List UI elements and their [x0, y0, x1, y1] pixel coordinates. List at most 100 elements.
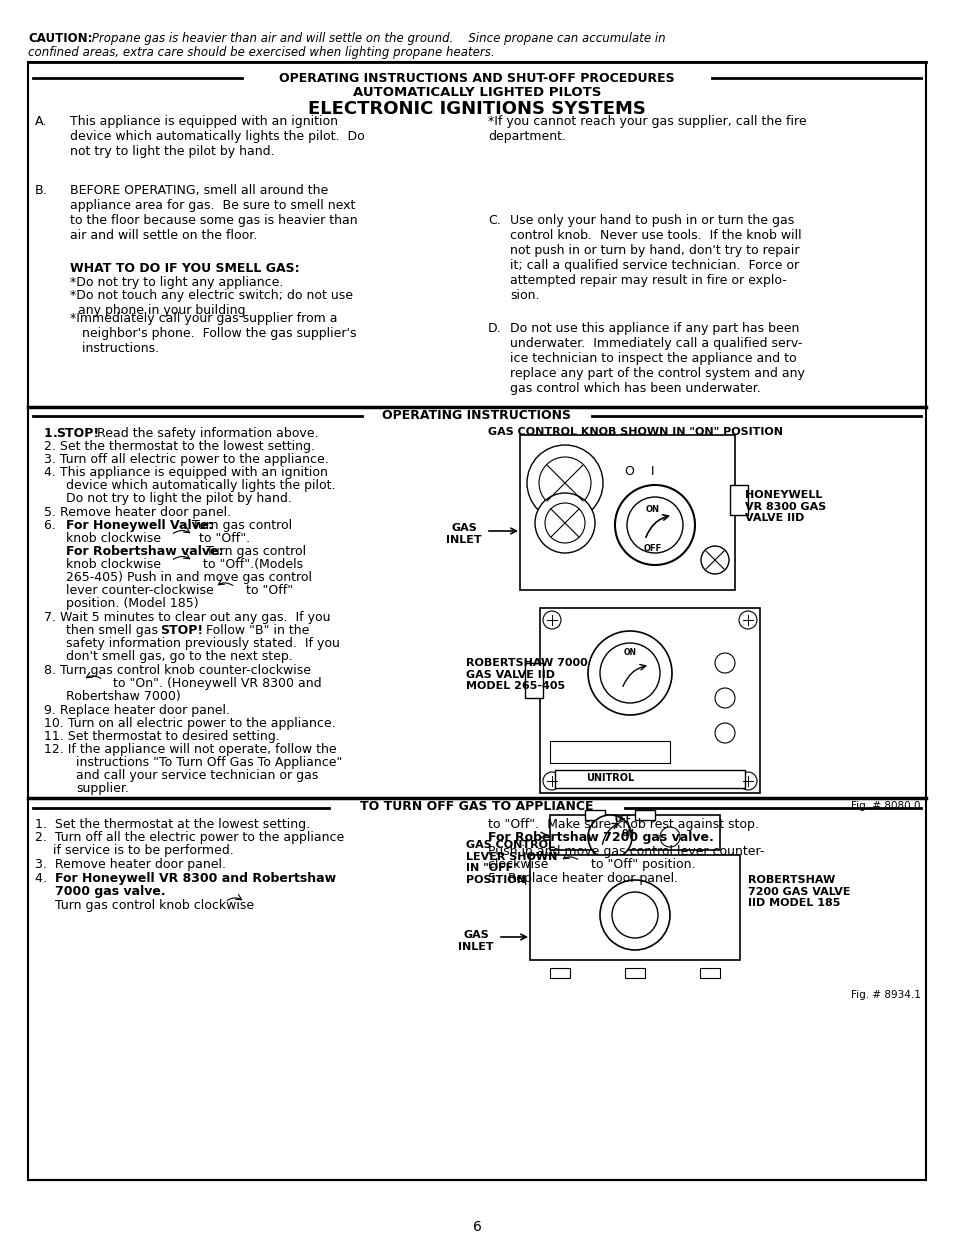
Text: Read the safety information above.: Read the safety information above. [92, 427, 318, 440]
Text: Do not use this appliance if any part has been
underwater.  Immediately call a q: Do not use this appliance if any part ha… [510, 322, 804, 395]
Text: to "Off": to "Off" [237, 584, 293, 597]
Text: instructions "To Turn Off Gas To Appliance": instructions "To Turn Off Gas To Applian… [76, 756, 342, 769]
Circle shape [535, 493, 595, 553]
Text: ELECTRONIC IGNITIONS SYSTEMS: ELECTRONIC IGNITIONS SYSTEMS [308, 100, 645, 119]
Text: to "Off".(Models: to "Off".(Models [194, 558, 303, 571]
Bar [555, 769, 744, 788]
Text: 4.: 4. [35, 872, 55, 885]
Text: lever counter-clockwise: lever counter-clockwise [66, 584, 217, 597]
Circle shape [615, 485, 695, 564]
Text: Push in and move gas control lever counter-: Push in and move gas control lever count… [488, 845, 763, 858]
Text: STOP!: STOP! [56, 427, 99, 440]
Circle shape [739, 611, 757, 629]
Text: and call your service technician or gas: and call your service technician or gas [76, 769, 318, 782]
Text: if service is to be performed.: if service is to be performed. [53, 844, 233, 857]
Text: 2.  Turn off all the electric power to the appliance: 2. Turn off all the electric power to th… [35, 831, 344, 844]
Text: *If you cannot reach your gas supplier, call the fire
department.: *If you cannot reach your gas supplier, … [488, 115, 806, 143]
Text: CAUTION:: CAUTION: [28, 32, 92, 44]
Text: 1: 1 [44, 427, 52, 440]
Text: ON: ON [621, 829, 635, 839]
Text: confined areas, extra care should be exercised when lighting propane heaters.: confined areas, extra care should be exe… [28, 46, 494, 59]
Text: device which automatically lights the pilot.: device which automatically lights the pi… [66, 479, 335, 492]
Text: 2. Set the thermostat to the lowest setting.: 2. Set the thermostat to the lowest sett… [44, 440, 314, 453]
Text: Do not try to light the pilot by hand.: Do not try to light the pilot by hand. [66, 492, 292, 505]
Text: to "Off" position.: to "Off" position. [582, 858, 695, 871]
Text: WHAT TO DO IF YOU SMELL GAS:: WHAT TO DO IF YOU SMELL GAS: [70, 262, 299, 275]
Text: For Robertshaw valve:: For Robertshaw valve: [66, 545, 223, 558]
Text: OPERATING INSTRUCTIONS AND SHUT-OFF PROCEDURES: OPERATING INSTRUCTIONS AND SHUT-OFF PROC… [279, 72, 674, 85]
Text: 4. This appliance is equipped with an ignition: 4. This appliance is equipped with an ig… [44, 466, 328, 479]
Bar [729, 485, 747, 515]
Bar [635, 810, 655, 820]
Text: to "On". (Honeywell VR 8300 and: to "On". (Honeywell VR 8300 and [105, 677, 321, 690]
Circle shape [542, 611, 560, 629]
Text: 9. Replace heater door panel.: 9. Replace heater door panel. [44, 704, 230, 718]
Text: UNITROL: UNITROL [585, 773, 634, 783]
Bar [524, 663, 542, 698]
Text: GAS
INLET: GAS INLET [446, 522, 481, 545]
Text: For Robertshaw 7200 gas valve.: For Robertshaw 7200 gas valve. [488, 831, 713, 844]
Circle shape [587, 815, 631, 860]
Text: knob clockwise: knob clockwise [66, 558, 165, 571]
Text: ON: ON [645, 505, 659, 514]
Text: 5.  Replace heater door panel.: 5. Replace heater door panel. [488, 872, 678, 885]
Circle shape [612, 892, 658, 939]
Circle shape [714, 688, 734, 708]
Circle shape [599, 881, 669, 950]
Text: 5. Remove heater door panel.: 5. Remove heater door panel. [44, 506, 231, 519]
Text: *Do not try to light any appliance.: *Do not try to light any appliance. [70, 275, 283, 289]
Text: 3. Turn off all electric power to the appliance.: 3. Turn off all electric power to the ap… [44, 453, 329, 466]
Text: 1.  Set the thermostat at the lowest setting.: 1. Set the thermostat at the lowest sett… [35, 818, 310, 831]
Text: knob clockwise: knob clockwise [66, 532, 165, 545]
Text: ON: ON [623, 648, 636, 657]
Text: safety information previously stated.  If you: safety information previously stated. If… [66, 637, 339, 650]
Text: HONEYWELL
VR 8300 GAS
VALVE IID: HONEYWELL VR 8300 GAS VALVE IID [744, 490, 825, 524]
Circle shape [700, 546, 728, 574]
Text: This appliance is equipped with an ignition
device which automatically lights th: This appliance is equipped with an ignit… [70, 115, 364, 158]
Bar [550, 968, 569, 978]
Text: clockwise: clockwise [488, 858, 552, 871]
Bar [550, 815, 720, 850]
Text: STOP!: STOP! [160, 624, 203, 637]
Text: Robertshaw 7000): Robertshaw 7000) [66, 690, 180, 703]
Text: 6: 6 [472, 1220, 481, 1234]
Text: C.: C. [488, 214, 500, 227]
Text: For Honeywell Valve:: For Honeywell Valve: [66, 519, 213, 532]
Text: .: . [53, 427, 58, 440]
Text: TO TURN OFF GAS TO APPLIANCE: TO TURN OFF GAS TO APPLIANCE [360, 800, 593, 813]
Text: ROBERTSHAW
7200 GAS VALVE
IID MODEL 185: ROBERTSHAW 7200 GAS VALVE IID MODEL 185 [747, 876, 850, 908]
Circle shape [538, 457, 590, 509]
Text: to "Off".: to "Off". [194, 532, 250, 545]
Text: Turn gas control: Turn gas control [188, 519, 292, 532]
Text: 11. Set thermostat to desired setting.: 11. Set thermostat to desired setting. [44, 730, 279, 743]
Bar [530, 855, 740, 960]
Circle shape [739, 772, 757, 790]
Text: AUTOMATICALLY LIGHTED PILOTS: AUTOMATICALLY LIGHTED PILOTS [353, 86, 600, 99]
Text: OPERATING INSTRUCTIONS: OPERATING INSTRUCTIONS [382, 409, 571, 422]
Text: Propane gas is heavier than air and will settle on the ground.    Since propane : Propane gas is heavier than air and will… [88, 32, 665, 44]
Text: OFF: OFF [643, 543, 661, 553]
Text: OFF: OFF [615, 815, 631, 824]
Text: position. (Model 185): position. (Model 185) [66, 597, 198, 610]
Circle shape [659, 827, 679, 847]
Bar [700, 968, 720, 978]
Text: 7. Wait 5 minutes to clear out any gas.  If you: 7. Wait 5 minutes to clear out any gas. … [44, 611, 330, 624]
Circle shape [542, 772, 560, 790]
Text: O    I: O I [624, 466, 654, 478]
Text: GAS
INLET: GAS INLET [457, 930, 494, 952]
Text: B.: B. [35, 184, 48, 198]
Text: Use only your hand to push in or turn the gas
control knob.  Never use tools.  I: Use only your hand to push in or turn th… [510, 214, 801, 303]
Text: Turn gas control knob clockwise: Turn gas control knob clockwise [55, 899, 258, 911]
Text: 10. Turn on all electric power to the appliance.: 10. Turn on all electric power to the ap… [44, 718, 335, 730]
Circle shape [626, 496, 682, 553]
Circle shape [714, 653, 734, 673]
Text: D.: D. [488, 322, 501, 335]
Text: 8. Turn gas control knob counter-clockwise: 8. Turn gas control knob counter-clockwi… [44, 664, 311, 677]
Text: *Do not touch any electric switch; do not use
  any phone in your building: *Do not touch any electric switch; do no… [70, 289, 353, 317]
Text: then smell gas: then smell gas [66, 624, 162, 637]
Text: 3.  Remove heater door panel.: 3. Remove heater door panel. [35, 858, 226, 871]
Text: Turn gas control: Turn gas control [198, 545, 306, 558]
Text: to "Off".  Make sure knob rest against stop.: to "Off". Make sure knob rest against st… [488, 818, 758, 831]
Circle shape [599, 643, 659, 703]
Text: For Honeywell VR 8300 and Robertshaw: For Honeywell VR 8300 and Robertshaw [55, 872, 335, 885]
